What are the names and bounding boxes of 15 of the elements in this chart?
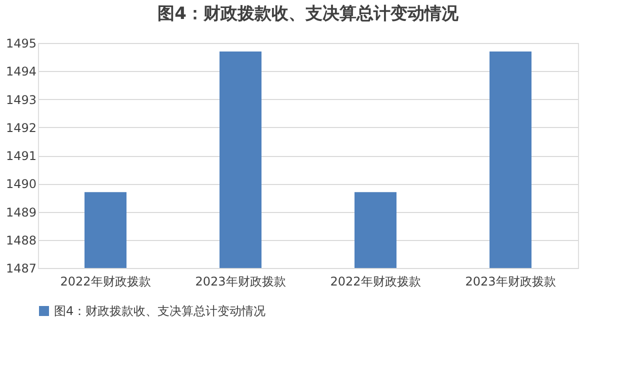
y-tick-label: 1492: [6, 120, 36, 135]
x-tick-label: 2022年财政拨款: [330, 274, 421, 288]
y-tick-label: 1493: [6, 92, 36, 107]
y-tick-label: 1489: [6, 205, 36, 220]
y-tick-label: 1491: [6, 149, 36, 163]
chart-title: 图4：财政拨款收、支决算总计变动情况: [158, 4, 460, 24]
y-tick-label: 1490: [6, 177, 36, 192]
y-tick-label: 1488: [6, 233, 36, 248]
y-tick-label: 1487: [6, 262, 36, 276]
x-tick-label: 2023年财政拨款: [465, 274, 556, 288]
y-tick-label: 1495: [6, 36, 36, 50]
y-tick-label: 1494: [6, 64, 36, 79]
x-tick-label: 2022年财政拨款: [60, 274, 151, 288]
x-tick-label: 2023年财政拨款: [195, 274, 286, 288]
legend-label: 图4：财政拨款收、支决算总计变动情况: [54, 304, 266, 318]
